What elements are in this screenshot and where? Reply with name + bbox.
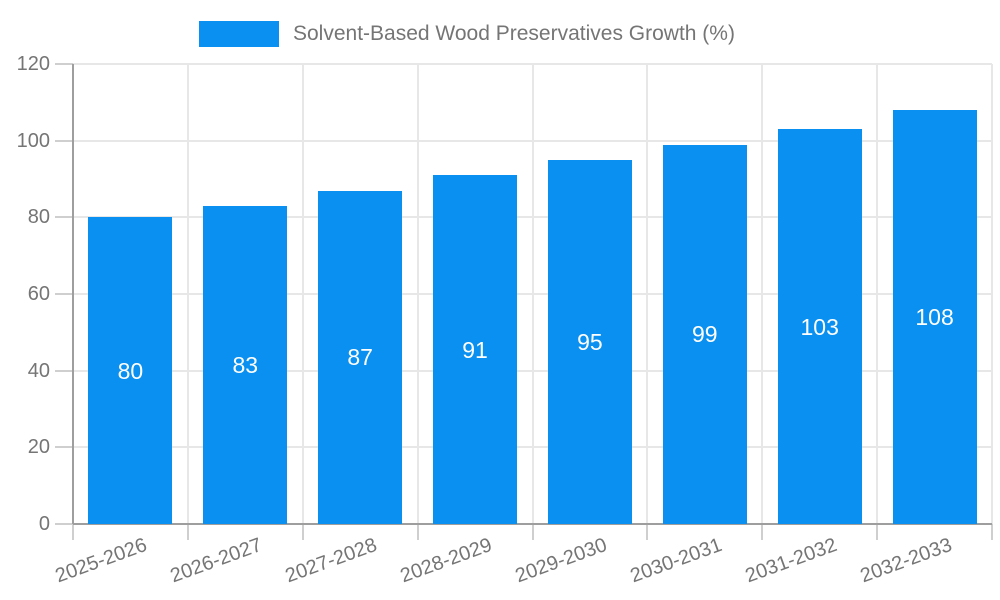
bar [547,159,632,524]
y-tick-mark [55,63,73,65]
x-tick-mark [991,524,993,540]
gridline-vertical [416,64,419,524]
bar-value-label: 103 [800,313,839,340]
gridline-vertical [531,64,534,524]
legend-swatch [199,21,279,47]
y-axis-label: 120 [16,53,50,75]
bar [892,110,977,524]
y-tick-mark [55,139,73,142]
gridline-vertical [876,64,879,524]
x-tick-mark [876,524,879,540]
y-tick-mark [55,216,73,219]
x-tick-mark [761,524,764,540]
y-axis-line [72,64,74,524]
bar [777,129,862,524]
y-tick-mark [55,369,73,372]
bar [662,144,747,524]
bar [433,175,518,524]
x-tick-mark [186,524,189,540]
bar-value-label: 108 [915,304,954,330]
legend-label: Solvent-Based Wood Preservatives Growth … [293,22,735,45]
y-tick-mark [55,293,73,295]
y-axis-label: 0 [38,513,50,535]
bar-value-label: 91 [462,336,488,363]
legend: Solvent-Based Wood Preservatives Growth … [199,21,735,47]
bar-value-label: 95 [577,328,603,355]
y-axis-label: 100 [16,129,50,152]
x-tick-mark [416,524,419,540]
bar [203,205,288,524]
gridline-vertical [186,64,189,524]
x-tick-mark [531,524,534,540]
y-tick-mark [55,523,73,525]
bar-value-label: 87 [347,344,373,371]
x-tick-mark [72,524,74,540]
x-axis-line [73,523,992,525]
gridline-vertical [761,64,764,524]
y-axis-label: 40 [27,359,50,382]
bar-value-label: 99 [692,321,718,348]
bar [88,217,173,524]
gridline-vertical [301,64,304,524]
x-tick-mark [646,524,649,540]
gridline-vertical [646,64,649,524]
gridline-vertical [991,64,993,524]
y-axis-label: 20 [27,436,50,459]
y-axis-label: 80 [27,206,50,229]
y-tick-mark [55,446,73,449]
bar [318,190,403,524]
y-axis-label: 60 [27,283,50,305]
bar-value-label: 80 [117,357,144,384]
bar-value-label: 83 [232,351,259,378]
x-tick-mark [301,524,304,540]
